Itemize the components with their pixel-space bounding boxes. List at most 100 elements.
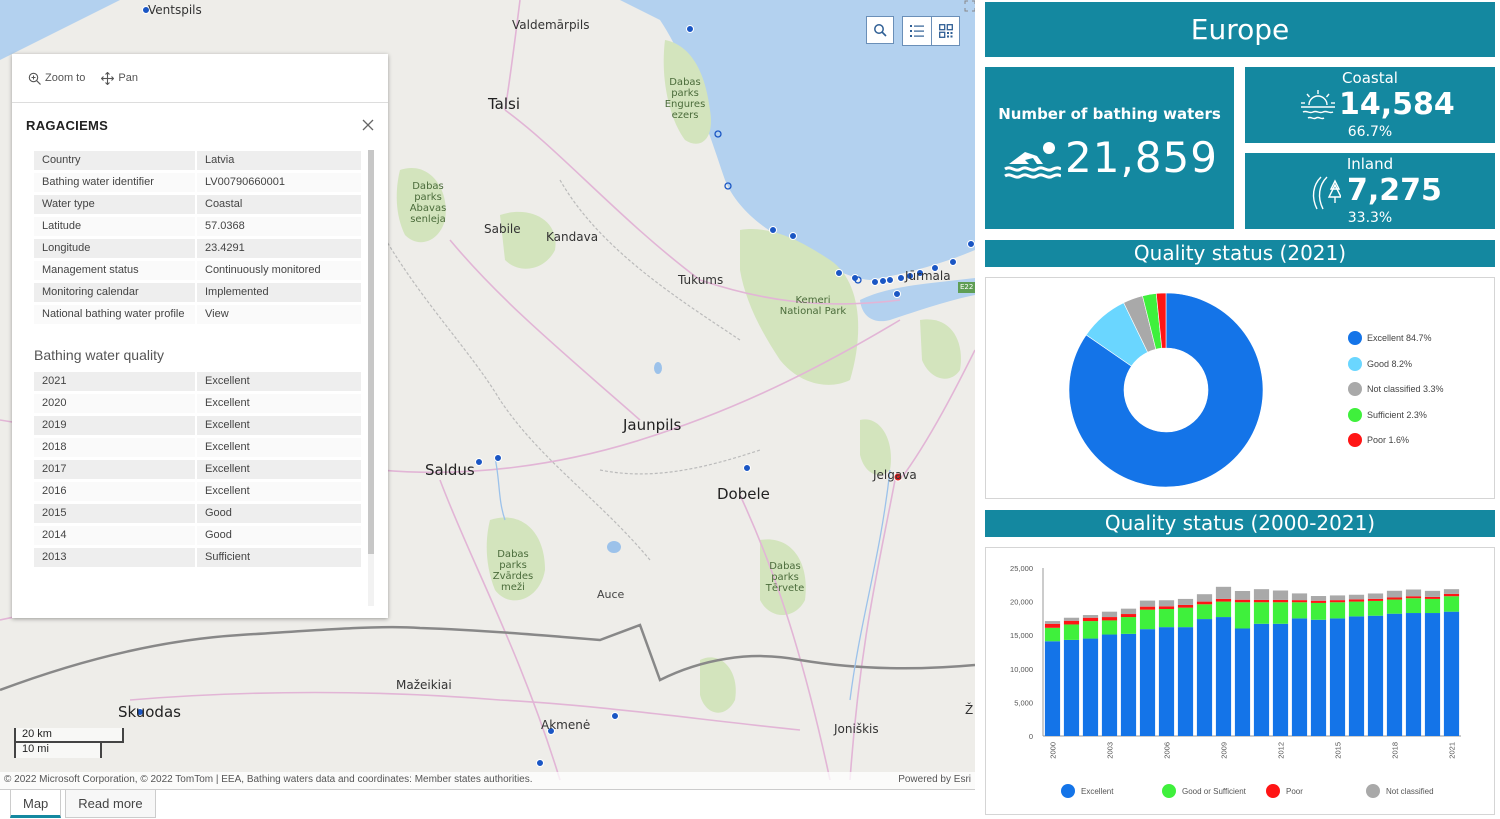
legend-item[interactable]: Excellent: [1061, 784, 1114, 798]
bar-segment-poor[interactable]: [1367, 598, 1384, 601]
row-value[interactable]: View: [197, 305, 361, 324]
legend-button[interactable]: [903, 17, 931, 45]
pan-button[interactable]: Pan: [101, 71, 138, 85]
bar-segment-good-or-sufficient[interactable]: [1367, 600, 1384, 616]
bar-segment-good-or-sufficient[interactable]: [1196, 604, 1213, 620]
bar-segment-good-or-sufficient[interactable]: [1310, 602, 1327, 620]
bar-segment-not-classified[interactable]: [1348, 594, 1365, 600]
bar-segment-not-classified[interactable]: [1424, 590, 1441, 597]
bar-segment-excellent[interactable]: [1044, 641, 1061, 736]
bar-segment-excellent[interactable]: [1310, 619, 1327, 736]
map-view[interactable]: Ventspils Valdemārpils Talsi Dabas parks…: [0, 0, 975, 789]
bar-segment-excellent[interactable]: [1139, 629, 1156, 736]
bar-segment-not-classified[interactable]: [1291, 593, 1308, 601]
bar-segment-poor[interactable]: [1196, 601, 1213, 605]
legend-item[interactable]: Good 8.2%: [1348, 356, 1412, 371]
popup-scrollbar[interactable]: [368, 150, 374, 606]
bar-segment-poor[interactable]: [1120, 614, 1137, 618]
donut-chart[interactable]: [1046, 278, 1286, 500]
bar-segment-good-or-sufficient[interactable]: [1272, 602, 1289, 624]
bar-segment-good-or-sufficient[interactable]: [1329, 602, 1346, 619]
bar-segment-excellent[interactable]: [1120, 633, 1137, 736]
bar-segment-not-classified[interactable]: [1082, 615, 1099, 618]
legend-item[interactable]: Poor 1.6%: [1348, 433, 1409, 447]
legend-item[interactable]: Not classified: [1366, 784, 1434, 798]
bar-segment-excellent[interactable]: [1215, 617, 1232, 736]
bar-segment-not-classified[interactable]: [1253, 589, 1270, 600]
bar-segment-excellent[interactable]: [1405, 613, 1422, 736]
bar-segment-good-or-sufficient[interactable]: [1044, 627, 1061, 642]
pie-slice-poor[interactable]: [1155, 292, 1167, 349]
bar-segment-poor[interactable]: [1405, 596, 1422, 599]
close-icon[interactable]: [362, 119, 374, 131]
bar-segment-poor[interactable]: [1063, 620, 1080, 625]
search-button[interactable]: [866, 16, 894, 44]
bar-segment-good-or-sufficient[interactable]: [1177, 607, 1194, 628]
bar-segment-not-classified[interactable]: [1101, 611, 1118, 618]
bar-segment-not-classified[interactable]: [1196, 594, 1213, 602]
tab-read-more[interactable]: Read more: [65, 790, 156, 818]
legend-item[interactable]: Good or Sufficient: [1162, 784, 1247, 798]
bar-segment-not-classified[interactable]: [1405, 589, 1422, 597]
bar-segment-not-classified[interactable]: [1386, 590, 1403, 598]
legend-item[interactable]: Not classified 3.3%: [1348, 382, 1444, 396]
bar-segment-good-or-sufficient[interactable]: [1158, 608, 1175, 628]
bar-segment-excellent[interactable]: [1158, 627, 1175, 736]
bar-segment-not-classified[interactable]: [1139, 600, 1156, 607]
bar-segment-excellent[interactable]: [1063, 639, 1080, 736]
bar-segment-poor[interactable]: [1139, 606, 1156, 610]
bar-segment-poor[interactable]: [1348, 599, 1365, 602]
bar-segment-good-or-sufficient[interactable]: [1424, 598, 1441, 614]
bar-segment-poor[interactable]: [1386, 597, 1403, 600]
bar-segment-good-or-sufficient[interactable]: [1443, 596, 1460, 612]
bar-segment-good-or-sufficient[interactable]: [1139, 609, 1156, 630]
bar-segment-poor[interactable]: [1082, 617, 1099, 622]
bar-segment-poor[interactable]: [1177, 604, 1194, 608]
legend-item[interactable]: Excellent 84.7%: [1348, 331, 1432, 345]
bar-segment-excellent[interactable]: [1348, 616, 1365, 736]
scrollbar-thumb[interactable]: [368, 150, 374, 554]
bar-segment-not-classified[interactable]: [1120, 608, 1137, 615]
bar-segment-not-classified[interactable]: [1329, 595, 1346, 601]
bar-segment-poor[interactable]: [1329, 600, 1346, 603]
legend-item[interactable]: Sufficient 2.3%: [1348, 407, 1427, 422]
bar-segment-excellent[interactable]: [1291, 618, 1308, 736]
bar-segment-good-or-sufficient[interactable]: [1253, 602, 1270, 624]
bar-segment-excellent[interactable]: [1253, 623, 1270, 736]
bar-segment-not-classified[interactable]: [1443, 589, 1460, 594]
bar-segment-excellent[interactable]: [1367, 615, 1384, 736]
bar-segment-good-or-sufficient[interactable]: [1234, 602, 1251, 629]
bar-segment-good-or-sufficient[interactable]: [1063, 624, 1080, 640]
bar-segment-excellent[interactable]: [1272, 623, 1289, 736]
bar-segment-excellent[interactable]: [1443, 611, 1460, 736]
bar-segment-excellent[interactable]: [1101, 634, 1118, 736]
bar-segment-poor[interactable]: [1253, 599, 1270, 603]
bar-segment-poor[interactable]: [1291, 600, 1308, 603]
powered-by-link[interactable]: Powered by Esri: [898, 774, 971, 785]
bar-segment-poor[interactable]: [1272, 599, 1289, 603]
bar-segment-excellent[interactable]: [1234, 628, 1251, 736]
bar-segment-good-or-sufficient[interactable]: [1215, 601, 1232, 618]
bar-segment-not-classified[interactable]: [1177, 598, 1194, 605]
bar-segment-poor[interactable]: [1310, 600, 1327, 603]
bar-segment-not-classified[interactable]: [1063, 617, 1080, 621]
bar-segment-excellent[interactable]: [1329, 618, 1346, 736]
bar-segment-good-or-sufficient[interactable]: [1348, 601, 1365, 617]
bar-segment-poor[interactable]: [1234, 599, 1251, 603]
bar-segment-good-or-sufficient[interactable]: [1386, 599, 1403, 614]
bar-segment-excellent[interactable]: [1196, 619, 1213, 736]
popup-content[interactable]: Country Latvia Bathing water identifier LV0…: [32, 148, 362, 606]
bar-segment-excellent[interactable]: [1082, 638, 1099, 736]
bar-segment-good-or-sufficient[interactable]: [1082, 621, 1099, 639]
bar-segment-good-or-sufficient[interactable]: [1405, 598, 1422, 614]
stacked-bar-chart[interactable]: 0 5,000 10,000 15,000 20,000 25,000 2000 2003 20…: [986, 548, 1494, 814]
bar-segment-not-classified[interactable]: [1310, 596, 1327, 601]
bar-segment-not-classified[interactable]: [1272, 590, 1289, 600]
zoom-to-button[interactable]: Zoom to: [28, 72, 85, 85]
bar-segment-not-classified[interactable]: [1234, 590, 1251, 600]
basemap-button[interactable]: [931, 17, 959, 45]
bar-segment-poor[interactable]: [1101, 617, 1118, 621]
bar-segment-not-classified[interactable]: [1044, 621, 1061, 624]
bar-segment-poor[interactable]: [1424, 596, 1441, 599]
bar-segment-good-or-sufficient[interactable]: [1120, 617, 1137, 634]
